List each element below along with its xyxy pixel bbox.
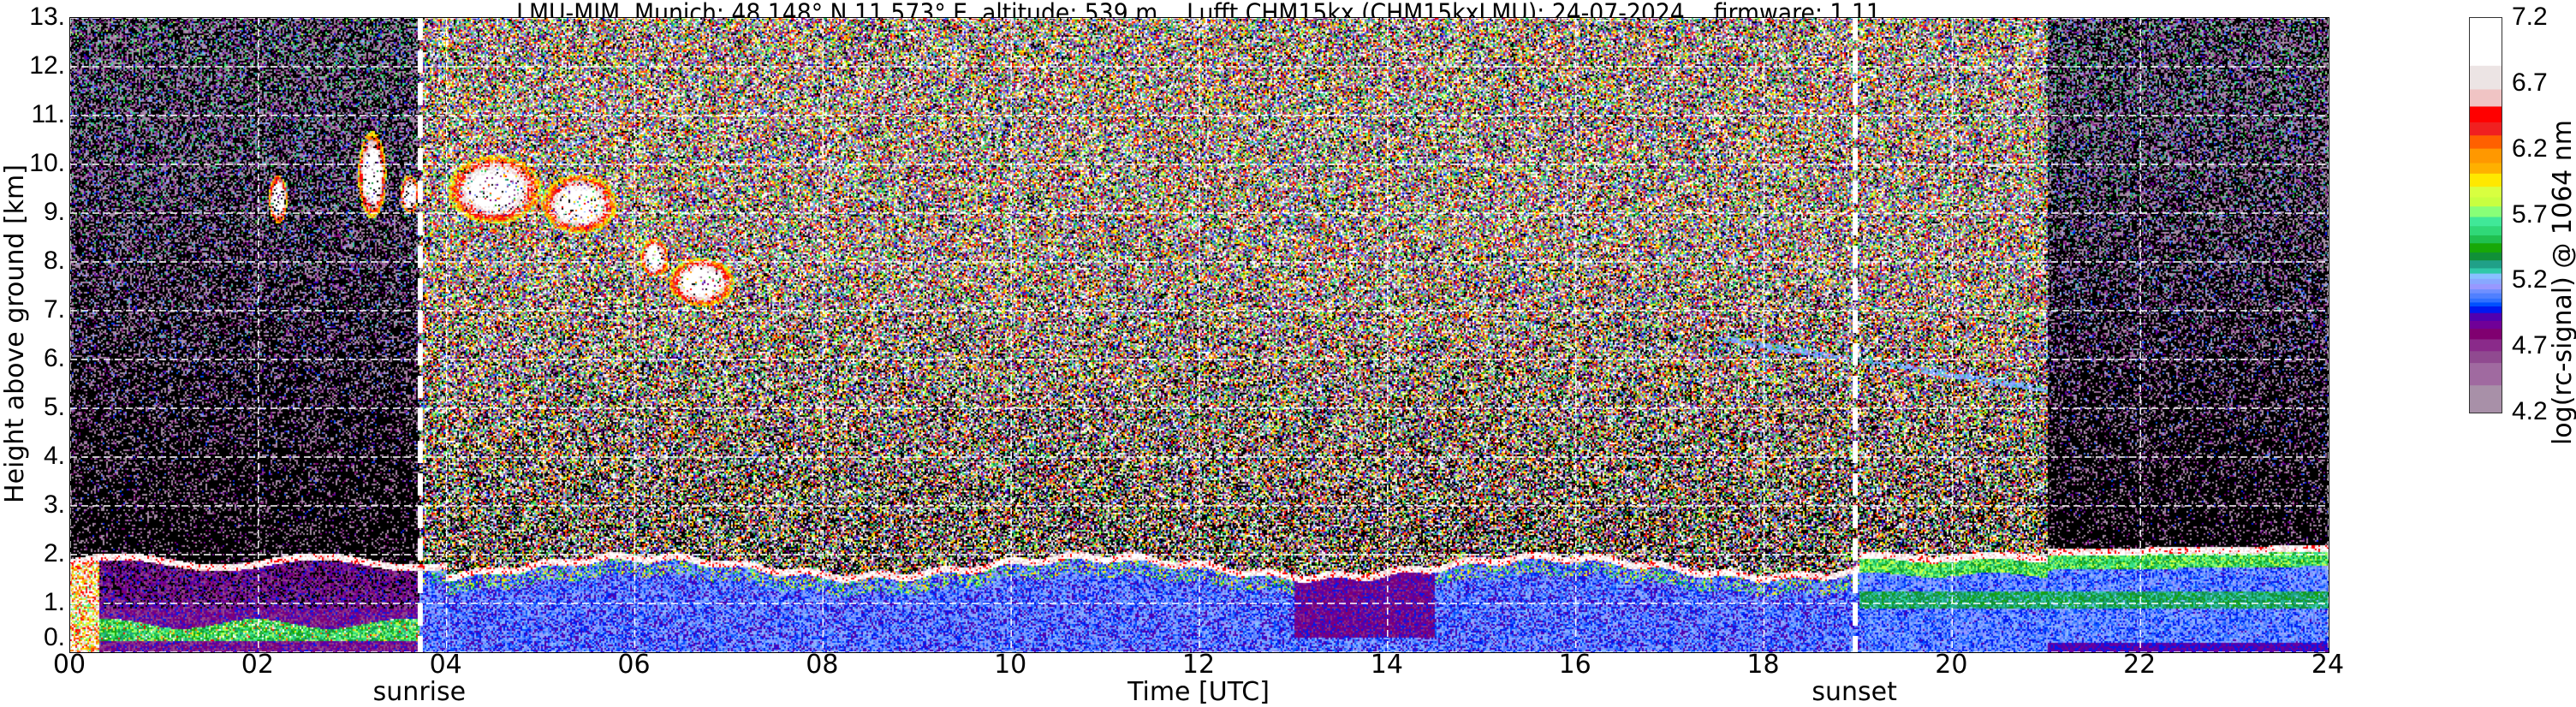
x-tick-label: 12 (1181, 650, 1216, 680)
x-tick-label: 06 (617, 650, 651, 680)
colorbar-level (2470, 298, 2502, 303)
colorbar-level (2470, 235, 2502, 244)
grid-overlay (70, 18, 2329, 652)
y-tick-label: 7. (43, 295, 65, 324)
y-tick-label: 1. (43, 588, 65, 616)
colorbar-level (2470, 320, 2502, 330)
colorbar-level (2470, 88, 2502, 107)
sunset-label: sunset (1812, 677, 1897, 707)
y-tick-label: 12. (29, 51, 65, 80)
colorbar-label: log(rc-signal) @ 1064 nm (2548, 119, 2576, 446)
x-tick-label: 00 (52, 650, 86, 680)
colorbar-level (2470, 384, 2502, 413)
plot-area (69, 17, 2329, 653)
colorbar-level (2470, 148, 2502, 163)
x-tick-label: 02 (241, 650, 274, 680)
y-axis-label: Height above ground [km] (0, 164, 30, 503)
y-tick-label: 10. (29, 149, 65, 177)
x-axis-label: Time [UTC] (1127, 677, 1270, 707)
colorbar-level (2470, 338, 2502, 352)
colorbar-tick-label: 6.2 (2512, 134, 2548, 163)
y-tick-label: 3. (43, 490, 65, 519)
colorbar-level (2470, 278, 2502, 284)
y-tick-label: 9. (43, 198, 65, 226)
colorbar-level (2470, 122, 2502, 136)
colorbar-level (2470, 350, 2502, 364)
y-tick-label: 2. (43, 539, 65, 567)
y-tick-label: 13. (29, 3, 65, 31)
colorbar-level (2470, 301, 2502, 307)
colorbar-level (2470, 163, 2502, 174)
colorbar-level (2470, 186, 2502, 198)
colorbar-level (2470, 273, 2502, 279)
colorbar-level (2470, 65, 2502, 90)
colorbar-level (2470, 242, 2502, 253)
colorbar-level (2470, 252, 2502, 261)
colorbar-level (2470, 173, 2502, 187)
colorbar-level (2470, 306, 2502, 313)
colorbar-level (2470, 217, 2502, 227)
y-tick-label: 6. (43, 344, 65, 372)
colorbar-level (2470, 328, 2502, 340)
y-tick-label: 8. (43, 247, 65, 275)
colorbar-tick-label: 6.7 (2512, 68, 2548, 97)
colorbar-level (2470, 205, 2502, 217)
y-tick-label: 11. (31, 100, 65, 128)
y-tick-label: 5. (43, 393, 65, 421)
colorbar-tick-label: 5.2 (2512, 265, 2548, 294)
colorbar-level (2470, 225, 2502, 236)
y-tick-label: 4. (43, 442, 65, 470)
colorbar-tick-label: 7.2 (2512, 3, 2548, 31)
x-tick-label: 08 (806, 650, 839, 680)
colorbar-tick-label: 5.7 (2512, 199, 2548, 229)
x-tick-label: 10 (994, 650, 1027, 680)
x-tick-label: 04 (429, 650, 462, 680)
x-tick-label: 14 (1370, 650, 1403, 680)
x-tick-label: 22 (2123, 650, 2157, 680)
y-tick-label: 0. (43, 623, 65, 651)
colorbar-level (2470, 18, 2502, 66)
colorbar-tick-label: 4.7 (2512, 331, 2548, 360)
colorbar-level (2470, 288, 2502, 294)
colorbar-level (2470, 134, 2502, 149)
x-tick-label: 20 (1935, 650, 1968, 680)
colorbar-level (2470, 267, 2502, 274)
colorbar-level (2470, 312, 2502, 321)
x-tick-label: 18 (1746, 650, 1780, 680)
colorbar-level (2470, 293, 2502, 299)
x-tick-label: 24 (2311, 650, 2345, 680)
x-tick-label: 16 (1558, 650, 1591, 680)
colorbar-level (2470, 196, 2502, 207)
colorbar (2469, 17, 2502, 413)
colorbar-level (2470, 283, 2502, 290)
colorbar-level (2470, 362, 2502, 386)
colorbar-level (2470, 259, 2502, 269)
colorbar-level (2470, 105, 2502, 122)
colorbar-tick-label: 4.2 (2512, 397, 2548, 425)
sunrise-label: sunrise (372, 677, 467, 707)
